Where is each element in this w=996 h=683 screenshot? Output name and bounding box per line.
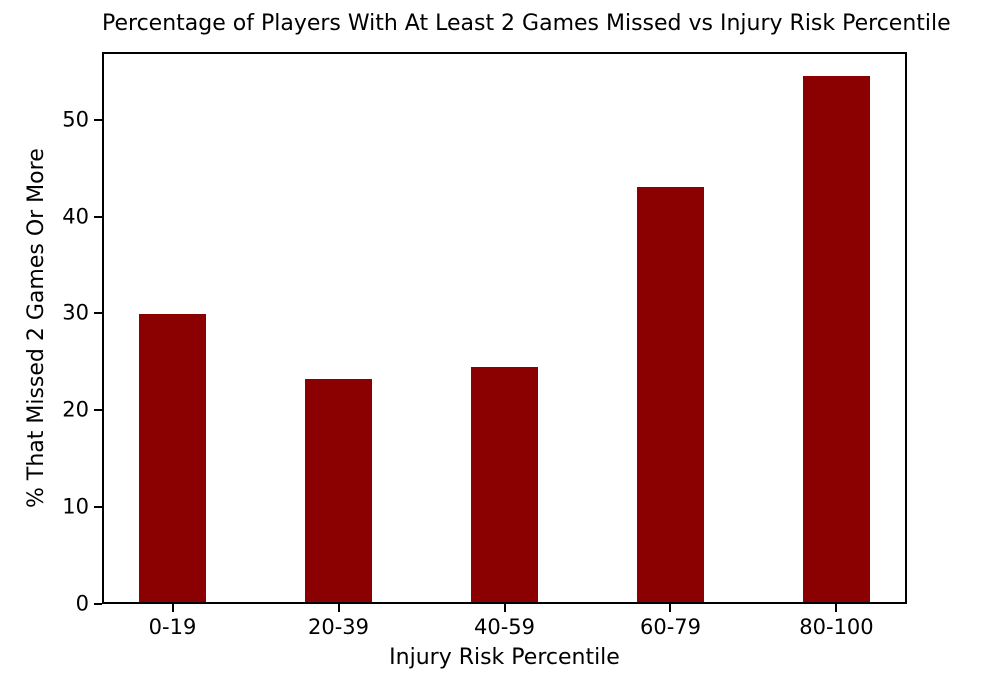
y-tick-label-0: 0 bbox=[75, 591, 89, 616]
y-tick-label-50: 50 bbox=[62, 107, 89, 132]
y-tick-label-30: 30 bbox=[62, 300, 89, 325]
chart-title: Percentage of Players With At Least 2 Ga… bbox=[102, 11, 951, 36]
y-tick-mark-30 bbox=[94, 312, 102, 315]
y-tick-label-10: 10 bbox=[62, 494, 89, 519]
x-tick-label-0-19: 0-19 bbox=[148, 615, 197, 639]
y-tick-label-40: 40 bbox=[62, 204, 89, 229]
bar-20-39 bbox=[305, 379, 372, 602]
y-axis-label: % That Missed 2 Games Or More bbox=[24, 148, 49, 508]
bar-0-19 bbox=[139, 314, 206, 602]
y-tick-mark-50 bbox=[94, 118, 102, 121]
bar-80-100 bbox=[802, 76, 870, 602]
x-tick-label-80-100: 80-100 bbox=[799, 615, 874, 639]
y-tick-mark-0 bbox=[94, 603, 102, 605]
y-tick-mark-10 bbox=[94, 506, 102, 509]
bar-40-59 bbox=[471, 366, 538, 602]
x-tick-label-20-39: 20-39 bbox=[307, 615, 370, 639]
x-axis-label: Injury Risk Percentile bbox=[389, 645, 620, 670]
x-tick-label-40-59: 40-59 bbox=[473, 615, 536, 639]
x-tick-mark-40-59 bbox=[503, 604, 506, 612]
x-tick-label-60-79: 60-79 bbox=[639, 615, 701, 639]
x-tick-mark-0-19 bbox=[171, 604, 174, 612]
y-tick-mark-40 bbox=[94, 215, 102, 218]
x-tick-mark-80-100 bbox=[835, 604, 838, 612]
bar-60-79 bbox=[637, 186, 704, 602]
y-tick-label-20: 20 bbox=[62, 397, 89, 422]
x-tick-mark-20-39 bbox=[337, 604, 340, 612]
plot-area: Injury Risk Percentile 0 10 20 30 40 50 0-19 20… bbox=[62, 52, 907, 670]
x-tick-mark-60-79 bbox=[669, 604, 672, 612]
y-tick-mark-20 bbox=[94, 409, 102, 412]
